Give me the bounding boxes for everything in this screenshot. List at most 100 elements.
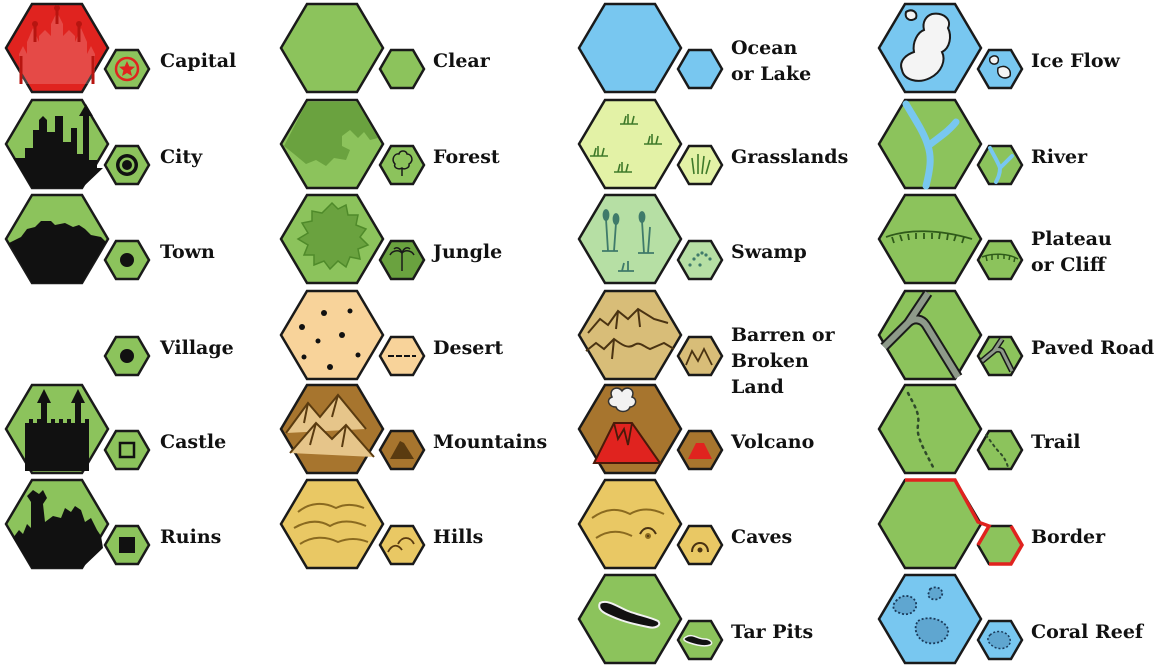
legend-label-city: City xyxy=(160,146,203,168)
legend-label-town: Town xyxy=(160,241,215,263)
plateau-big-hex xyxy=(877,193,983,285)
forest-hex-pair xyxy=(279,98,426,190)
legend-item-clear: Clear xyxy=(279,2,560,94)
forest-canopy-icon xyxy=(284,102,378,166)
ocean-big-hex xyxy=(577,2,683,94)
filled-square-icon xyxy=(119,537,135,553)
legend-item-jungle: Jungle xyxy=(279,193,560,285)
jungle-hex-pair xyxy=(279,193,426,285)
legend-label-jungle: Jungle xyxy=(433,241,503,263)
cave-arch-icon xyxy=(691,542,709,553)
legend-label-barren: Barren or Broken Land xyxy=(731,324,835,398)
grass-tufts-icon xyxy=(590,114,662,173)
legend-item-caves: Caves xyxy=(577,478,858,570)
legend-label-iceflow: Ice Flow xyxy=(1031,50,1120,72)
jungle-canopy-icon xyxy=(296,201,370,271)
ice-floe-icon xyxy=(988,55,1012,79)
legend-item-iceflow: Ice Flow xyxy=(877,2,1158,94)
legend-item-trail: Trail xyxy=(877,383,1158,475)
hill-arcs-icon xyxy=(387,537,415,553)
ruins-hex-pair xyxy=(4,478,151,570)
mountain-peak-icon xyxy=(390,441,414,459)
border-big-hex xyxy=(877,478,983,570)
iceflow-hex-pair xyxy=(877,2,1024,94)
barren-hex-pair xyxy=(577,289,724,381)
legend-item-desert: Desert xyxy=(279,289,560,381)
tar-pit-icon xyxy=(598,601,661,629)
dot-icon xyxy=(120,253,134,267)
hollow-square-icon xyxy=(118,441,136,459)
coral-patches-icon xyxy=(892,586,950,645)
legend-label-clear: Clear xyxy=(433,50,490,72)
ruins-silhouette-icon xyxy=(13,490,103,568)
ocean-small-hex xyxy=(676,48,724,90)
red-border-line-icon xyxy=(905,478,1025,566)
river-hex-pair xyxy=(877,98,1024,190)
river-fork-icon xyxy=(988,146,1014,184)
mountain-range-icon xyxy=(285,393,375,458)
ocean-hex-pair xyxy=(577,2,724,94)
paved-road-icon xyxy=(980,337,1015,373)
clear-hex-pair xyxy=(279,2,426,94)
swamp-dots-icon xyxy=(688,251,712,267)
legend-item-border: Border xyxy=(877,478,1158,570)
cliff-edge-icon xyxy=(981,253,1019,263)
town-silhouette-icon xyxy=(9,221,106,283)
dotted-trail-icon xyxy=(985,434,1009,468)
mountains-hex-pair xyxy=(279,383,426,475)
caves-hex-pair xyxy=(577,478,724,570)
legend-label-border: Border xyxy=(1031,526,1106,548)
hill-lines-icon xyxy=(293,502,369,545)
plateau-hex-pair xyxy=(877,193,1024,285)
legend-label-caves: Caves xyxy=(731,526,793,548)
legend-item-tarpits: Tar Pits xyxy=(577,573,858,665)
castle-hex-pair xyxy=(4,383,151,475)
hills-hex-pair xyxy=(279,478,426,570)
red-volcano-icon xyxy=(688,443,712,459)
castle-small-hex xyxy=(103,429,151,471)
legend-label-pavedroad: Paved Road xyxy=(1031,337,1155,359)
paved-road-icon xyxy=(880,290,963,380)
grasslands-big-hex xyxy=(577,98,683,190)
legend-item-pavedroad: Paved Road xyxy=(877,289,1158,381)
border-hex-pair xyxy=(877,478,1025,570)
legend-label-tarpits: Tar Pits xyxy=(731,621,814,643)
legend-label-mountains: Mountains xyxy=(433,431,548,453)
legend-label-ocean: Ocean or Lake xyxy=(731,37,812,85)
legend-item-hills: Hills xyxy=(279,478,560,570)
clear-small-hex xyxy=(378,48,426,90)
trail-big-hex xyxy=(877,383,983,475)
desert-hex-pair xyxy=(279,289,426,381)
palm-tree-icon xyxy=(389,247,415,271)
legend-item-coralreef: Coral Reef xyxy=(877,573,1158,665)
town-hex-pair xyxy=(4,193,151,285)
clear-big-hex xyxy=(279,2,385,94)
barren-big-hex xyxy=(577,289,683,381)
tarpits-hex-pair xyxy=(577,573,724,665)
dot-icon xyxy=(120,349,134,363)
swamp-small-hex xyxy=(676,239,724,281)
legend-label-river: River xyxy=(1031,146,1088,168)
grasslands-small-hex xyxy=(676,144,724,186)
village-hex-pair xyxy=(103,335,151,377)
red-palace-silhouette-icon xyxy=(19,5,95,84)
legend-item-city: City xyxy=(4,98,285,190)
legend-label-capital: Capital xyxy=(160,50,237,72)
legend-label-trail: Trail xyxy=(1031,431,1081,453)
legend-item-town: Town xyxy=(4,193,285,285)
tar-blob-icon xyxy=(683,634,713,647)
ice-floes-icon xyxy=(900,9,951,82)
legend-item-grasslands: Grasslands xyxy=(577,98,858,190)
hills-small-hex xyxy=(378,524,426,566)
legend-label-hills: Hills xyxy=(433,526,484,548)
legend-label-forest: Forest xyxy=(433,146,500,168)
erupting-volcano-icon xyxy=(592,387,662,464)
legend-item-ocean: Ocean or Lake xyxy=(577,2,858,94)
tree-icon xyxy=(392,150,413,176)
city-skyline-silhouette-icon xyxy=(13,104,103,188)
legend-item-barren: Barren or Broken Land xyxy=(577,289,858,398)
legend-item-volcano: Volcano xyxy=(577,383,858,475)
trail-small-hex xyxy=(976,429,1024,471)
legend-item-swamp: Swamp xyxy=(577,193,858,285)
